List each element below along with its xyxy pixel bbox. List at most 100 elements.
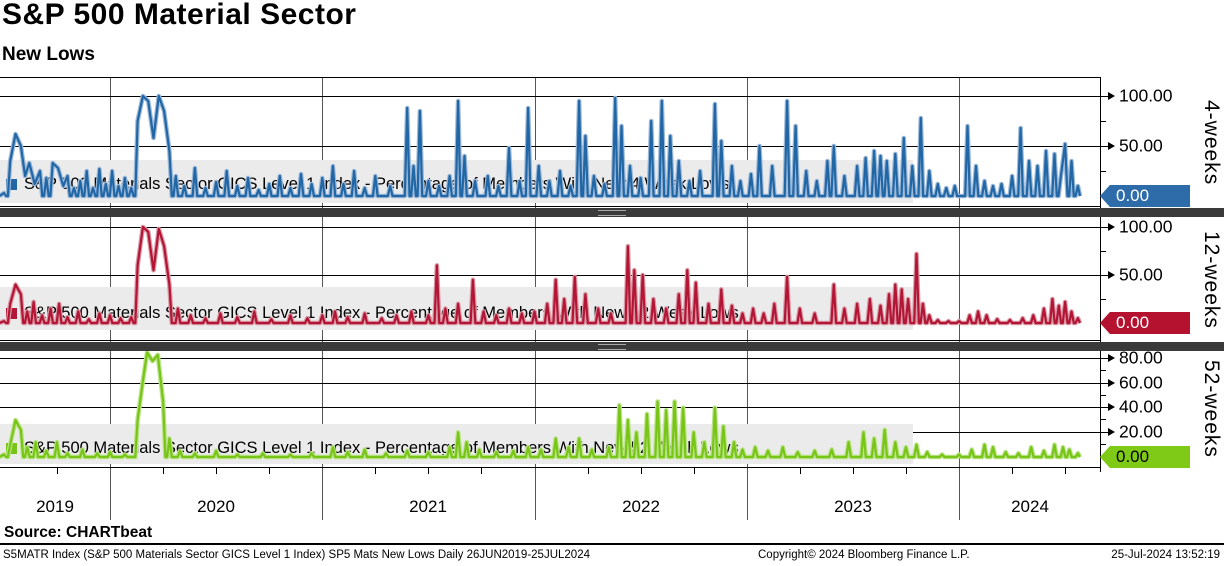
gridline-40 [0, 407, 1100, 408]
quarter-tick [481, 468, 483, 474]
x-tick-label-2019: 2019 [36, 497, 74, 516]
x-tick-label-2024: 2024 [1011, 497, 1049, 516]
year-gridline [959, 77, 960, 208]
x-tick-label-2023: 2023 [834, 497, 872, 516]
year-separator [322, 468, 324, 520]
series-52-week-lows [0, 351, 1083, 460]
y-tick-label: 60.00 [1119, 372, 1163, 393]
year-separator [746, 468, 748, 520]
year-gridline [322, 217, 324, 342]
y-axis-spine [1100, 351, 1101, 472]
plot-area-52-weeks[interactable]: S&P 500 Materials Sector GICS Level 1 In… [0, 351, 1100, 467]
y-axis-spine [1100, 77, 1101, 208]
quarter-tick [163, 468, 165, 474]
footer-copyright: Copyright© 2024 Bloomberg Finance L.P. [758, 549, 970, 561]
quarter-tick [852, 468, 854, 474]
y-tick [1100, 227, 1110, 228]
y-tick [1100, 358, 1110, 359]
gridline-60 [0, 383, 1100, 384]
year-separator [110, 468, 111, 520]
y-tick-label: 80.00 [1119, 347, 1163, 368]
divider-grip-icon[interactable] [598, 344, 626, 350]
footer-timestamp: 25-Jul-2024 13:52:19 [1111, 549, 1220, 561]
quarter-tick [216, 468, 218, 474]
y-tick [1100, 96, 1110, 97]
legend-label: S&P 500 Materials Sector GICS Level 1 In… [24, 439, 739, 457]
y-tick [1100, 432, 1110, 433]
y-tick [1100, 146, 1110, 147]
y-minor-tick [1100, 299, 1106, 300]
y-tick-arrow-icon [1108, 427, 1115, 436]
quarter-tick [587, 468, 589, 474]
series-12-week-lows [0, 224, 1083, 326]
divider-grip-icon[interactable] [598, 210, 626, 216]
last-value-badge-52-weeks: 0.00 [1100, 446, 1190, 468]
x-tick-label-2020: 2020 [197, 497, 235, 516]
gridline-80 [0, 358, 1100, 359]
year-separator [534, 468, 536, 520]
quarter-tick [56, 468, 58, 474]
panel-bottom-border [0, 206, 1100, 207]
legend-swatch-icon [6, 308, 17, 319]
year-gridline [110, 77, 111, 208]
y-minor-tick [1100, 251, 1106, 252]
y-tick-arrow-icon [1108, 222, 1115, 231]
x-axis: 2019 2020 2021 2022 2023 2024 [0, 467, 1224, 522]
panel-bottom-border [0, 340, 1100, 341]
gridline-100 [0, 227, 1100, 228]
y-tick-label: 100.00 [1119, 85, 1173, 106]
y-tick [1100, 383, 1110, 384]
quarter-tick [693, 468, 695, 474]
year-gridline [322, 351, 324, 467]
quarter-tick [640, 468, 642, 474]
gridline-50 [0, 146, 1100, 147]
footer-security-info: S5MATR Index (S&P 500 Materials Sector G… [3, 549, 590, 561]
page-title: S&P 500 Material Sector [2, 0, 357, 31]
y-tick [1100, 275, 1110, 276]
x-tick-label-2022: 2022 [622, 497, 660, 516]
y-tick-label: 40.00 [1119, 396, 1163, 417]
y-minor-tick [1100, 395, 1106, 396]
panel-52-weeks: S&P 500 Materials Sector GICS Level 1 In… [0, 347, 1224, 472]
year-gridline [110, 217, 111, 342]
year-gridline [534, 351, 536, 467]
panel-axis-title-4-weeks: 4-weeks [1200, 100, 1223, 186]
y-tick-arrow-icon [1108, 91, 1115, 100]
quarter-tick [1065, 468, 1067, 474]
quarter-tick [1012, 468, 1014, 474]
plot-area-4-weeks[interactable]: S&P 500 Materials Sector GICS Level 1 In… [0, 77, 1100, 208]
panel-top-border [0, 77, 1100, 78]
year-gridline [959, 217, 960, 342]
panel-axis-title-12-weeks: 12-weeks [1200, 230, 1223, 329]
last-value-badge-4-weeks: 0.00 [1100, 185, 1190, 207]
y-tick-label: 50.00 [1119, 264, 1163, 285]
year-gridline [746, 217, 748, 342]
footer-separator [0, 543, 1224, 545]
y-tick [1100, 407, 1110, 408]
year-gridline [746, 77, 748, 208]
gridline-100 [0, 96, 1100, 97]
x-axis-line [0, 467, 1100, 468]
y-tick-arrow-icon [1108, 402, 1115, 411]
gridline-50 [0, 275, 1100, 276]
year-gridline [746, 351, 748, 467]
panel-axis-title-52-weeks: 52-weeks [1200, 360, 1223, 458]
quarter-tick [375, 468, 377, 474]
y-tick-label: 20.00 [1119, 421, 1163, 442]
series-4-week-lows [0, 93, 1083, 199]
x-tick-label-2021: 2021 [409, 497, 447, 516]
panel-divider[interactable] [0, 342, 1224, 351]
plot-area-12-weeks[interactable]: S&P 500 Materials Sector GICS Level 1 In… [0, 217, 1100, 342]
panel-4-weeks: S&P 500 Materials Sector GICS Level 1 In… [0, 77, 1224, 208]
quarter-tick [428, 468, 430, 474]
year-gridline [534, 77, 536, 208]
y-tick-arrow-icon [1108, 141, 1115, 150]
y-tick-arrow-icon [1108, 378, 1115, 387]
y-axis-spine [1100, 217, 1101, 342]
y-tick-arrow-icon [1108, 270, 1115, 279]
y-tick-label: 100.00 [1119, 216, 1173, 237]
panel-divider[interactable] [0, 208, 1224, 217]
y-minor-tick [1100, 121, 1106, 122]
quarter-tick [799, 468, 801, 474]
